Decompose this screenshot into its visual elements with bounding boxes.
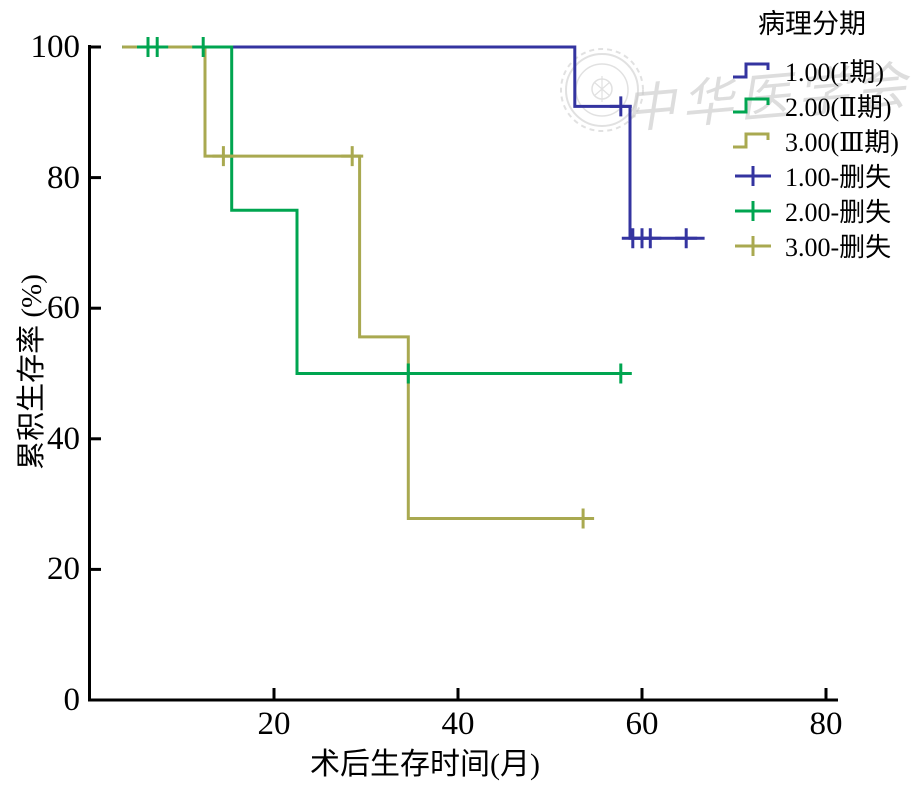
legend-item-stage2-line: 2.00(Ⅱ期): [731, 88, 892, 122]
series-stage3-curve: [122, 45, 588, 520]
series-stage1-curve: [122, 45, 705, 240]
x-axis-title: 术后生存时间(月): [310, 748, 540, 781]
y-tick-label-80: 80: [47, 160, 80, 196]
censor-mark-stage3: [341, 146, 364, 167]
y-tick-label-40: 40: [47, 421, 80, 457]
x-tick-label-40: 40: [441, 706, 475, 742]
seal-ring-icon: [565, 53, 639, 127]
censor-mark-stage1: [609, 96, 632, 117]
legend-item-stage1-line: 1.00(Ⅰ期): [731, 53, 884, 87]
step-line-icon: [733, 132, 770, 149]
legend-item-stage2-censored: 2.00-删失: [731, 193, 891, 227]
censor-mark-stage3: [572, 508, 595, 529]
y-tick-label-0: 0: [63, 682, 81, 718]
censor-mark-stage1: [675, 228, 698, 249]
censor-mark-stage2: [192, 37, 215, 57]
legend-item-label: 1.00(Ⅰ期): [785, 57, 885, 87]
y-tick-label-100: 100: [30, 29, 81, 65]
legend-item-label: 2.00(Ⅱ期): [785, 92, 892, 122]
y-tick-label-20: 20: [47, 551, 80, 587]
legend-item-label: 3.00-删失: [785, 232, 892, 262]
step-line-icon: [733, 62, 770, 79]
seal-outer-ring-icon: [560, 48, 644, 132]
legend-item-label: 2.00-删失: [785, 197, 892, 227]
cma-watermark: [560, 48, 644, 132]
axes: [88, 45, 838, 702]
legend-item-stage1-censored: 1.00-删失: [731, 158, 891, 192]
plus-censor-icon: [735, 166, 771, 186]
y-axis-title: 累积生存率 (%): [16, 274, 48, 470]
x-tick-label-80: 80: [809, 706, 843, 742]
plus-censor-icon: [735, 236, 771, 256]
censor-mark-stage3: [212, 146, 235, 167]
y-tick-label-60: 60: [47, 290, 80, 326]
legend-title: 病理分期: [758, 9, 866, 39]
legend-item-label: 1.00-删失: [785, 162, 892, 192]
legend-item-stage3-censored: 3.00-删失: [731, 228, 891, 262]
censor-mark-stage2: [146, 37, 169, 57]
seal-emblem-lines-icon: [593, 76, 611, 102]
series-stage2-curve: [122, 45, 628, 375]
censor-mark-stage1: [639, 228, 662, 249]
legend-item-label: 3.00(Ⅲ期): [785, 127, 899, 157]
censor-mark-stage2: [609, 363, 632, 384]
x-tick-label-60: 60: [625, 706, 659, 742]
step-line-icon: [733, 97, 770, 114]
legend-item-stage3-line: 3.00(Ⅲ期): [731, 123, 899, 157]
censor-mark-stage2: [397, 363, 420, 384]
x-tick-label-20: 20: [257, 706, 291, 742]
plus-censor-icon: [735, 201, 771, 221]
